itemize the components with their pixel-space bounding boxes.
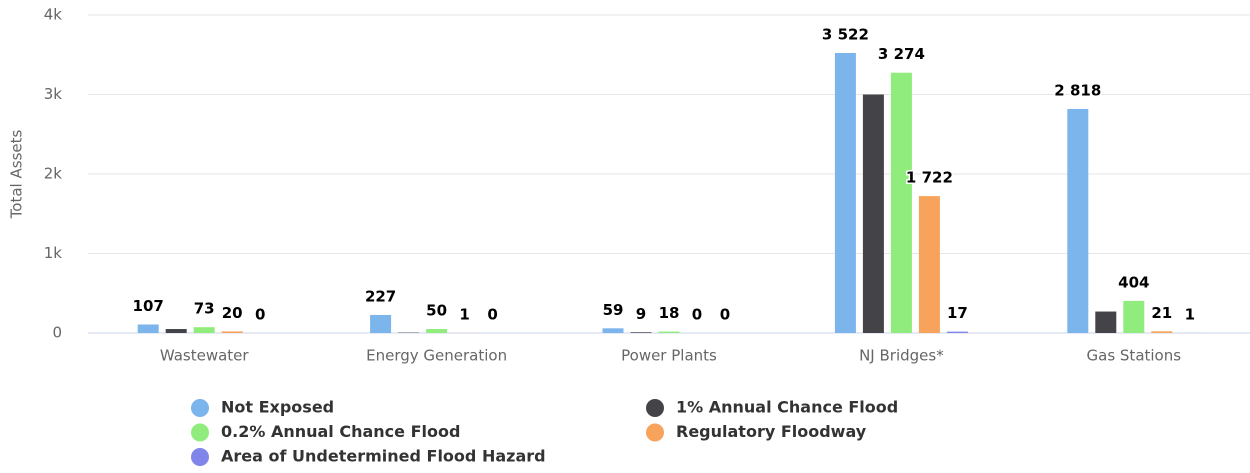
legend-marker [646, 399, 664, 417]
bar [918, 196, 940, 333]
data-label: 2 818 [1054, 81, 1101, 99]
bar [426, 329, 448, 333]
legend-label: Area of Undetermined Flood Hazard [221, 447, 546, 466]
data-label: 59 [603, 301, 624, 319]
legend-label: 0.2% Annual Chance Flood [221, 422, 460, 441]
y-axis-title: Total Assets [8, 130, 26, 220]
bar [137, 324, 159, 333]
legend-label: Regulatory Floodway [676, 422, 867, 441]
bar [1095, 311, 1117, 333]
bar [1123, 300, 1145, 333]
legend-marker [646, 423, 664, 442]
bar [890, 72, 912, 333]
data-label: 17 [947, 304, 968, 322]
y-tick-label: 0 [52, 324, 62, 342]
data-label: 50 [426, 302, 447, 320]
data-label: 3 522 [822, 26, 869, 44]
y-tick-label: 4k [44, 6, 63, 24]
data-label: 107 [133, 297, 164, 315]
data-label: 73 [194, 300, 215, 318]
bar [862, 94, 884, 333]
bar [946, 331, 968, 333]
data-label: 1 [1185, 305, 1195, 323]
legend-marker [191, 423, 209, 442]
data-label: 3 274 [878, 45, 925, 63]
bar [630, 332, 652, 333]
data-label: 1 722 [906, 169, 953, 187]
data-label: 20 [222, 304, 243, 322]
bar [221, 331, 243, 333]
data-label: 0 [487, 306, 497, 324]
bar [834, 53, 856, 333]
data-label: 0 [720, 306, 730, 324]
x-tick-label: Wastewater [160, 347, 250, 365]
legend-label: 1% Annual Chance Flood [676, 398, 898, 417]
data-label: 18 [659, 304, 680, 322]
y-tick-label: 3k [44, 85, 63, 103]
bar [1067, 108, 1089, 334]
data-label: 21 [1151, 304, 1172, 322]
x-tick-label: Gas Stations [1087, 347, 1182, 365]
x-tick-label: NJ Bridges* [859, 347, 944, 365]
data-label: 1 [459, 305, 469, 323]
bar [370, 314, 392, 333]
legend-marker [191, 448, 209, 466]
data-label: 404 [1118, 273, 1149, 291]
legend-label: Not Exposed [221, 398, 334, 417]
data-label: 0 [692, 306, 702, 324]
x-tick-label: Energy Generation [366, 347, 507, 365]
data-label: 0 [255, 306, 265, 324]
y-tick-label: 1k [44, 244, 63, 262]
data-label: 9 [636, 305, 646, 323]
bar [165, 329, 187, 333]
bar [602, 328, 624, 333]
bar [658, 331, 680, 333]
bar [1151, 331, 1173, 333]
y-tick-label: 2k [44, 165, 63, 183]
bar [193, 327, 215, 333]
x-tick-label: Power Plants [621, 347, 717, 365]
data-label: 227 [365, 287, 396, 305]
legend-marker [191, 399, 209, 417]
